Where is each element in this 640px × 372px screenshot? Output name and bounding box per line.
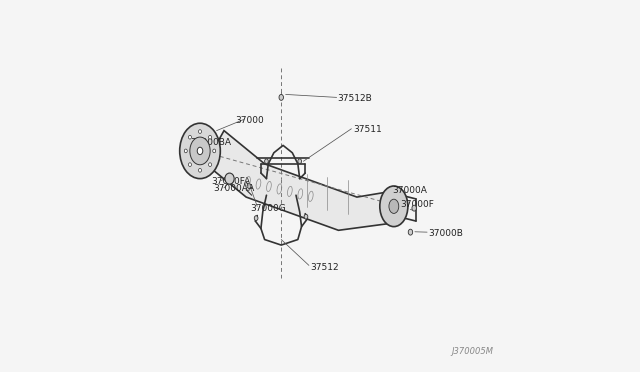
Ellipse shape [188,163,191,167]
Ellipse shape [247,184,251,188]
Ellipse shape [304,214,308,219]
Ellipse shape [279,94,284,100]
Ellipse shape [412,205,417,211]
Ellipse shape [225,173,234,184]
Ellipse shape [209,163,212,167]
Ellipse shape [209,135,212,139]
Ellipse shape [198,130,202,134]
Text: 37512: 37512 [311,263,339,272]
Ellipse shape [264,159,268,164]
Text: 37000FA: 37000FA [211,177,250,186]
Text: 37000B: 37000B [428,230,463,238]
Text: 37000A: 37000A [392,186,427,195]
Ellipse shape [212,149,216,153]
Ellipse shape [190,137,210,165]
Ellipse shape [184,149,188,153]
Polygon shape [205,131,401,230]
Text: 37000AA: 37000AA [213,184,254,193]
Ellipse shape [298,159,301,164]
Text: 37000BA: 37000BA [190,138,231,147]
Ellipse shape [198,169,202,172]
Ellipse shape [380,186,408,227]
Ellipse shape [408,229,413,235]
Text: 37000F: 37000F [401,200,435,209]
Text: 37000: 37000 [235,116,264,125]
Ellipse shape [254,216,258,221]
Ellipse shape [180,123,220,179]
Text: 37512B: 37512B [338,94,372,103]
Text: 37511: 37511 [353,125,382,134]
Text: 37000G: 37000G [250,203,285,213]
Ellipse shape [389,199,399,214]
Ellipse shape [188,135,191,139]
Text: J370005M: J370005M [452,347,493,356]
Ellipse shape [197,147,203,155]
